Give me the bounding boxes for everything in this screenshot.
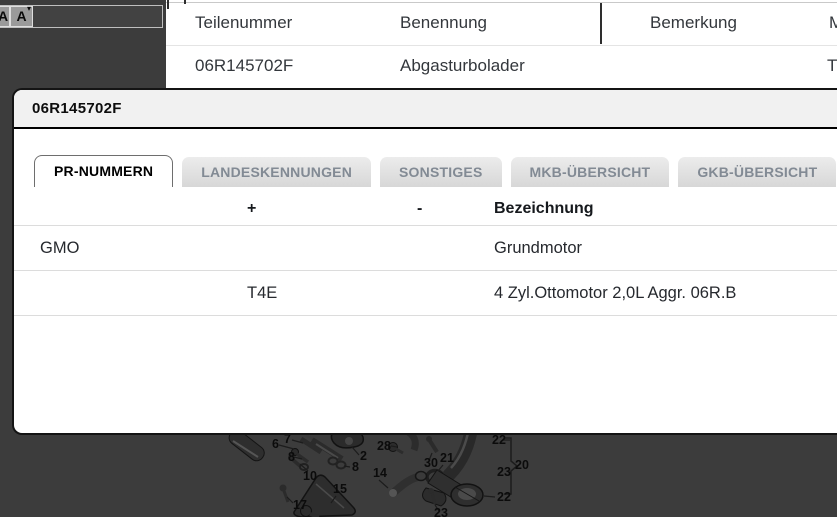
chevron-down-icon: ▾ [26,4,31,13]
column-header-teilenummer: Teilenummer [195,13,293,32]
part-detail-dialog: 06R145702F PR-NUMMERN LANDESKENNUNGEN SO… [12,88,837,435]
pr-cell-plus: T4E [247,283,278,302]
column-header-bemerkung: Bemerkung [650,13,737,32]
part-number-label: 8 [288,450,295,464]
pr-table-row: T4E 4 Zyl.Ottomotor 2,0L Aggr. 06R.B [14,271,837,316]
font-dropdown-label: A [16,8,27,24]
pr-cell-bezeichnung: 4 Zyl.Ottomotor 2,0L Aggr. 06R.B [494,283,737,302]
part-number-label: 2 [360,449,367,463]
part-number-label: 10 [303,469,317,483]
pr-cell-bezeichnung: Grundmotor [494,238,583,257]
dialog-tab-bar: PR-NUMMERN LANDESKENNUNGEN SONSTIGES MKB… [34,155,837,187]
part-number-label: 22 [492,433,506,447]
font-size-button[interactable]: A [0,6,10,27]
part-number-label: 21 [440,451,454,465]
column-header-benennung: Benennung [400,13,487,32]
table-top-border [166,2,837,3]
part-number-label: 7 [284,432,291,446]
tab-sonstiges[interactable]: SONSTIGES [380,157,502,187]
tab-mkb-uebersicht[interactable]: MKB-ÜBERSICHT [510,157,670,187]
part-number-label: 20 [515,458,529,472]
part-number-label: 28 [377,439,391,453]
edge-tick [184,0,186,4]
parts-result-table: Teilenummer Benennung Bemerkung M 06R145… [166,0,837,90]
part-number-label: 17 [293,498,307,512]
part-number-label: 30 [424,456,438,470]
part-number-label: 23 [497,465,511,479]
pr-cell-code: GMO [40,238,80,257]
cell-m: T [827,56,837,75]
pr-header-plus: + [247,200,257,217]
tab-landeskennungen[interactable]: LANDESKENNUNGEN [182,157,372,187]
part-shapes [228,425,484,517]
part-number-label: 22 [497,490,511,504]
dialog-title: 06R145702F [14,90,837,129]
font-size-toolbar: A A ▾ [0,5,163,28]
tab-gkb-uebersicht[interactable]: GKB-ÜBERSICHT [678,157,837,187]
part-number-label: 8 [352,460,359,474]
part-number-label: 23 [434,506,448,517]
part-number-label: 6 [272,437,279,451]
pr-header-bezeichnung: Bezeichnung [494,200,594,217]
leader-lines [278,437,519,512]
pr-numbers-table: + - Bezeichnung GMO Grundmotor T4E 4 Zyl… [14,193,837,316]
pr-table-row: GMO Grundmotor [14,226,837,271]
cell-benennung: Abgasturbolader [400,56,525,75]
pr-table-header-row: + - Bezeichnung [14,193,837,226]
column-divider [600,3,602,44]
part-number-label: 15 [333,482,347,496]
cell-teilenummer: 06R145702F [195,56,294,75]
pr-header-minus: - [417,200,423,217]
row-divider [166,45,837,46]
tab-pr-nummern[interactable]: PR-NUMMERN [34,155,174,187]
edge-tick [167,0,169,9]
column-header-m: M [829,13,837,32]
font-dropdown-button[interactable]: A ▾ [10,4,33,27]
part-number-label: 14 [373,466,387,480]
